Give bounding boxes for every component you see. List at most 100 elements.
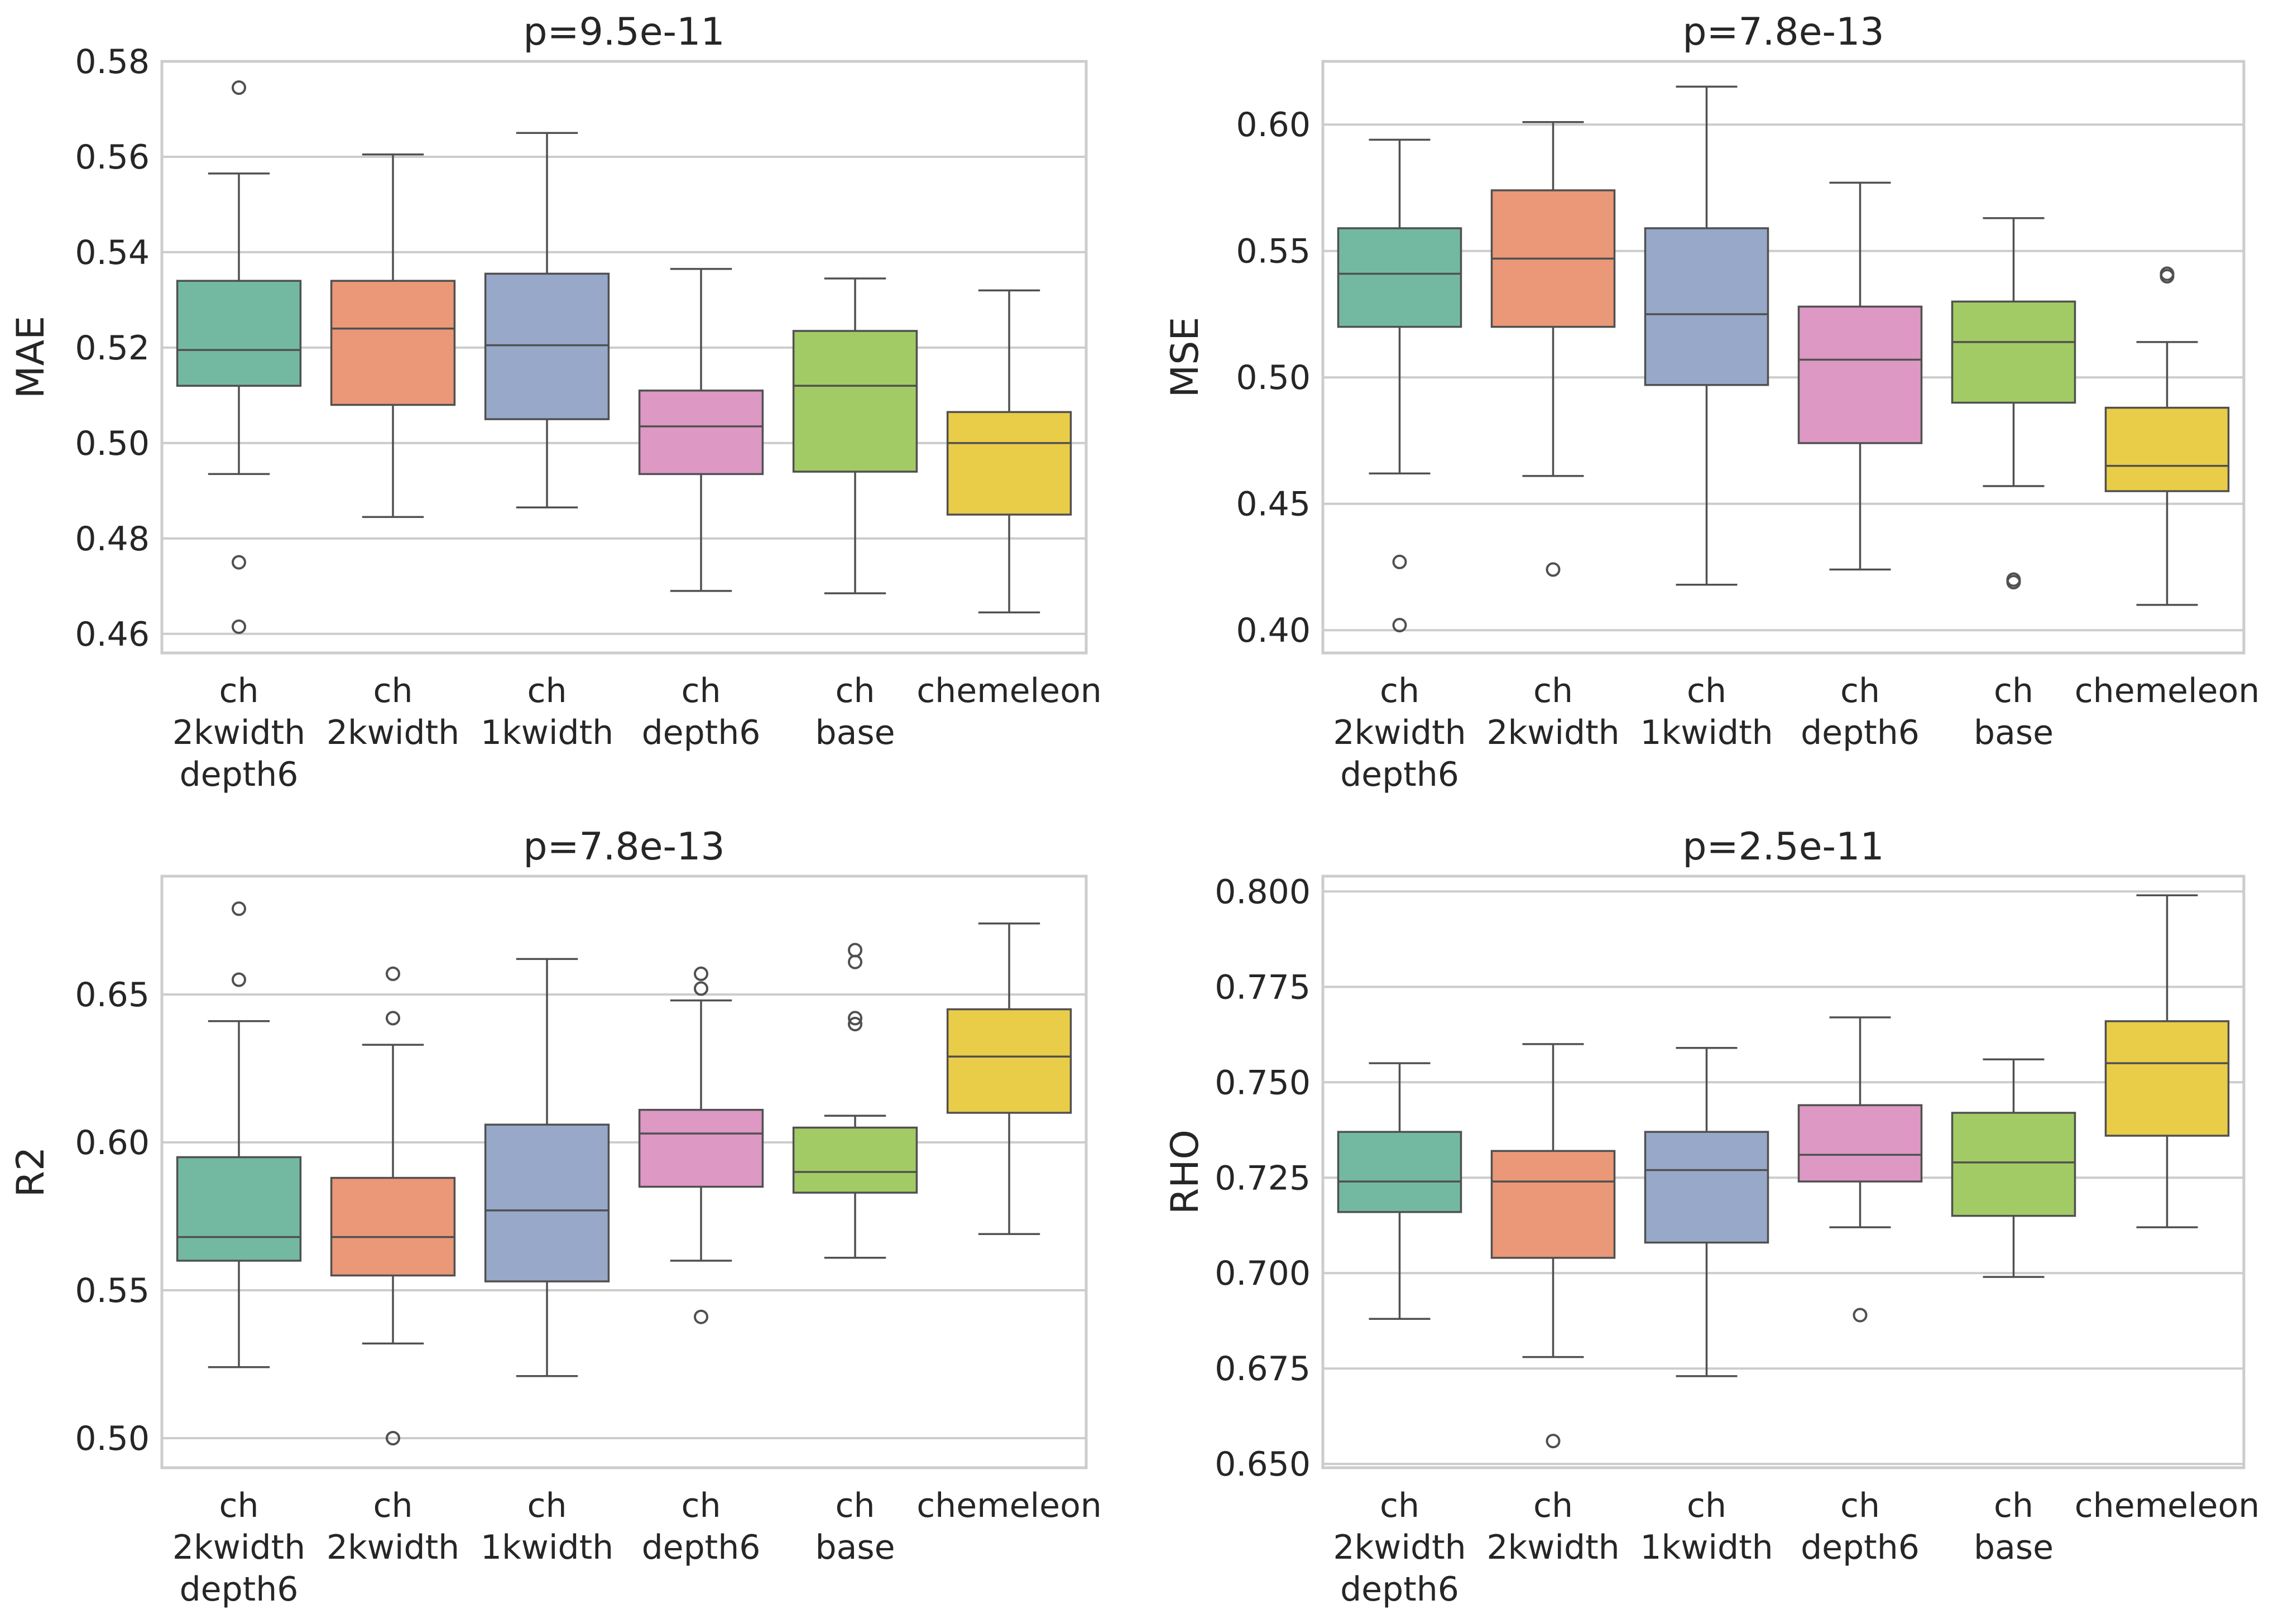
plot-frame — [1321, 60, 2246, 655]
chart-title: p=9.5e-11 — [523, 10, 725, 54]
chart-panel-4: 0.6500.6750.7000.7250.7500.7750.800ch2kw… — [1163, 825, 2259, 1609]
outlier-point — [1392, 618, 1407, 633]
x-tick-label: depth6 — [1801, 1528, 1920, 1567]
y-tick-label: 0.45 — [1236, 485, 1311, 524]
x-tick-label: ch — [1380, 671, 1419, 710]
y-tick-label: 0.55 — [75, 1271, 150, 1310]
box-iqr — [1644, 227, 1769, 386]
box-iqr — [1490, 1150, 1616, 1259]
x-tick-label: depth6 — [180, 755, 299, 794]
outlier-point — [848, 954, 862, 969]
x-tick-label: 2kwidth — [172, 713, 305, 752]
box-iqr — [330, 280, 456, 406]
x-tick-label: 1kwidth — [1640, 713, 1773, 752]
x-tick-label: ch — [527, 1486, 567, 1525]
y-tick-label: 0.46 — [75, 615, 150, 654]
x-tick-label: depth6 — [642, 713, 761, 752]
y-tick-label: 0.55 — [1236, 232, 1311, 271]
box-4 — [1797, 181, 1923, 571]
box-3 — [484, 958, 610, 1377]
x-tick-label: chemeleon — [2075, 671, 2260, 710]
box-iqr — [792, 1126, 918, 1194]
box-iqr — [484, 272, 610, 420]
box-iqr — [946, 411, 1072, 516]
box-4 — [638, 966, 764, 1324]
box-iqr — [1644, 1131, 1769, 1244]
outlier-point — [694, 1309, 708, 1324]
box-6 — [2104, 266, 2230, 606]
x-tick-label: ch — [373, 1486, 412, 1525]
y-tick-label: 0.60 — [1236, 105, 1311, 145]
outlier-point — [386, 1431, 400, 1445]
x-tick-label: ch — [219, 671, 258, 710]
x-tick-label: chemeleon — [2075, 1486, 2260, 1525]
chart-panel-1: 0.460.480.500.520.540.560.58ch2kwidthdep… — [9, 10, 1102, 794]
y-tick-label: 0.50 — [75, 1419, 150, 1458]
box-iqr — [2104, 1020, 2230, 1137]
x-tick-label: ch — [835, 1486, 875, 1525]
x-tick-label: base — [815, 1528, 895, 1567]
outlier-point — [1853, 1308, 1868, 1323]
chart-panel-3: 0.500.550.600.65ch2kwidthdepth6ch2kwidth… — [9, 825, 1102, 1609]
box-5 — [792, 277, 918, 594]
outlier-point — [1546, 562, 1561, 577]
y-tick-label: 0.775 — [1215, 968, 1311, 1007]
x-tick-label: depth6 — [1340, 1570, 1459, 1609]
x-tick-label: ch — [681, 671, 721, 710]
x-tick-label: depth6 — [642, 1528, 761, 1567]
outlier-point — [232, 619, 246, 634]
outlier-point — [232, 555, 246, 570]
x-tick-label: ch — [835, 671, 875, 710]
plot-frame — [160, 875, 1088, 1469]
box-1 — [176, 901, 302, 1368]
x-tick-label: chemeleon — [917, 1486, 1102, 1525]
x-tick-label: 1kwidth — [1640, 1528, 1773, 1567]
box-3 — [1644, 85, 1769, 586]
box-iqr — [638, 1108, 764, 1188]
outlier-point — [694, 966, 708, 981]
box-6 — [2104, 894, 2230, 1228]
x-tick-label: base — [1974, 1528, 2054, 1567]
plot-frame — [160, 60, 1088, 655]
box-2 — [1490, 121, 1616, 577]
box-1 — [1337, 1062, 1462, 1320]
y-tick-label: 0.40 — [1236, 611, 1311, 650]
box-1 — [1337, 138, 1462, 633]
x-tick-label: ch — [219, 1486, 258, 1525]
box-iqr — [2104, 406, 2230, 492]
y-tick-label: 0.700 — [1215, 1254, 1311, 1293]
box-iqr — [1337, 227, 1462, 328]
y-axis-label: MSE — [1163, 317, 1207, 398]
box-iqr — [330, 1176, 456, 1277]
x-tick-label: 2kwidth — [327, 713, 459, 752]
x-tick-label: 2kwidth — [1486, 1528, 1619, 1567]
box-3 — [484, 132, 610, 509]
x-tick-label: ch — [1840, 1486, 1880, 1525]
box-iqr — [792, 330, 918, 473]
y-tick-label: 0.56 — [75, 138, 150, 177]
x-tick-label: ch — [1380, 1486, 1419, 1525]
outlier-point — [1392, 554, 1407, 569]
x-tick-label: 2kwidth — [327, 1528, 459, 1567]
y-tick-label: 0.675 — [1215, 1349, 1311, 1388]
x-tick-label: chemeleon — [917, 671, 1102, 710]
x-tick-label: ch — [527, 671, 567, 710]
x-tick-label: ch — [373, 671, 412, 710]
plot-frame — [1321, 875, 2246, 1469]
x-tick-label: ch — [681, 1486, 721, 1525]
chart-title: p=7.8e-13 — [523, 825, 725, 869]
box-2 — [330, 153, 456, 518]
y-tick-label: 0.50 — [75, 424, 150, 463]
box-iqr — [1951, 300, 2076, 404]
x-tick-label: 1kwidth — [481, 1528, 613, 1567]
y-tick-label: 0.58 — [75, 42, 150, 81]
y-tick-label: 0.54 — [75, 233, 150, 272]
y-tick-label: 0.800 — [1215, 872, 1311, 911]
outlier-point — [848, 1017, 862, 1031]
x-tick-label: base — [815, 713, 895, 752]
outlier-point — [1546, 1434, 1561, 1449]
box-2 — [1490, 1043, 1616, 1449]
outlier-point — [232, 80, 246, 95]
chart-panel-2: 0.400.450.500.550.60ch2kwidthdepth6ch2kw… — [1163, 10, 2259, 794]
